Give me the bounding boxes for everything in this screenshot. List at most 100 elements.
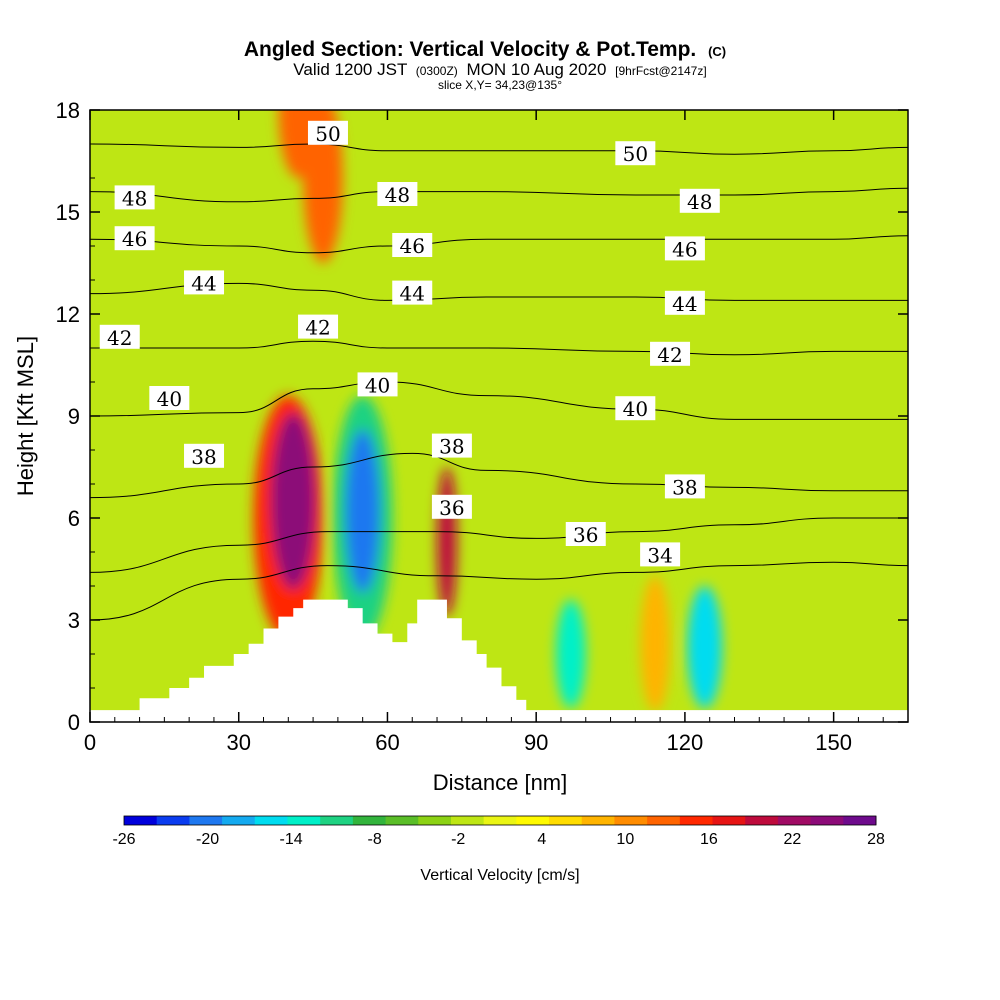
isentrope-label-text: 34 bbox=[647, 543, 672, 567]
isentrope-label: 42 bbox=[298, 314, 339, 340]
isentrope-label-text: 36 bbox=[573, 523, 598, 547]
isentrope-46 bbox=[90, 235, 908, 254]
colorbar-tick-label: 28 bbox=[867, 831, 885, 848]
isentrope-label: 48 bbox=[377, 182, 418, 207]
svg-text:Angled Section: Vertical Veloc: Angled Section: Vertical Velocity & Pot.… bbox=[244, 38, 726, 61]
x-tick-label: 30 bbox=[226, 730, 250, 755]
x-tick-label: 150 bbox=[815, 730, 852, 755]
colorbar-tick-label: 4 bbox=[537, 831, 546, 848]
colorbar-label: Vertical Velocity [cm/s] bbox=[420, 867, 579, 884]
isentrope-label-box bbox=[357, 372, 398, 397]
colorbar-swatch bbox=[156, 816, 190, 825]
colorbar-swatch bbox=[320, 816, 354, 825]
colorbar-swatch bbox=[418, 816, 452, 825]
isentrope-label: 38 bbox=[664, 474, 705, 499]
isentrope-label-box bbox=[392, 280, 433, 305]
y-tick-label: 3 bbox=[68, 608, 80, 633]
x-tick-label: 60 bbox=[375, 730, 399, 755]
colorbar: -26 -20 -14 -8 -2 4 10 16 22 28 bbox=[112, 815, 885, 848]
isentrope-42 bbox=[90, 340, 908, 356]
isentrope-label-text: 50 bbox=[623, 142, 648, 166]
isentrope-label-box bbox=[99, 324, 140, 349]
isentrope-label: 38 bbox=[431, 433, 472, 459]
x-tick-label: 90 bbox=[524, 730, 548, 755]
colorbar-tick-label: -2 bbox=[451, 831, 465, 848]
isentrope-label: 40 bbox=[149, 386, 190, 411]
colorbar-swatch bbox=[124, 816, 158, 825]
isentrope-40 bbox=[90, 381, 908, 420]
isentrope-label-box bbox=[184, 270, 225, 295]
isentrope-label: 48 bbox=[679, 188, 720, 214]
subtitle-valid: Valid 1200 JST bbox=[293, 60, 407, 79]
isentrope-label-box bbox=[392, 233, 433, 257]
isentrope-label-box bbox=[615, 141, 656, 166]
isentrope-label: 40 bbox=[615, 396, 656, 421]
svg-text:Valid 1200 JST (0300Z): Valid 1200 JST (0300Z) MON 10 Aug 2020 [… bbox=[293, 60, 706, 79]
isentrope-label: 48 bbox=[114, 185, 155, 210]
subtitle-date: MON 10 Aug 2020 bbox=[467, 60, 607, 79]
isentrope-label: 50 bbox=[615, 141, 656, 166]
isentrope-label-text: 44 bbox=[672, 292, 697, 316]
isentrope-label-box bbox=[307, 120, 348, 145]
subtitle-utc: (0300Z) bbox=[416, 64, 458, 78]
isentrope-label-box bbox=[650, 341, 691, 366]
velocity-cell bbox=[687, 586, 723, 709]
velocity-cell bbox=[640, 575, 671, 712]
isentrope-label-text: 40 bbox=[623, 397, 648, 421]
y-tick-label: 12 bbox=[56, 302, 80, 327]
colorbar-tick-label: 22 bbox=[784, 831, 802, 848]
isentrope-label-box bbox=[664, 290, 705, 315]
isentrope-50 bbox=[90, 143, 908, 155]
isentrope-label-text: 46 bbox=[400, 234, 425, 258]
isentrope-36 bbox=[90, 517, 908, 573]
isentrope-label-text: 50 bbox=[315, 122, 340, 146]
isentrope-label: 50 bbox=[307, 120, 348, 146]
isentrope-44 bbox=[90, 282, 908, 301]
isentrope-label-text: 46 bbox=[122, 227, 147, 251]
isentrope-label: 40 bbox=[357, 372, 398, 397]
colorbar-tick-label: -26 bbox=[112, 831, 135, 848]
isentrope-label: 42 bbox=[650, 341, 691, 367]
colorbar-swatch bbox=[712, 816, 746, 825]
colorbar-frame bbox=[123, 815, 877, 826]
isentrope-label-text: 44 bbox=[191, 271, 216, 295]
colorbar-tick-label: -14 bbox=[280, 831, 303, 848]
isentrope-label-box bbox=[298, 314, 339, 339]
plot-area: 50 50 48 48 48 46 46 46 44 44 44 42 42 42 40 40 40 38 38 38… bbox=[90, 110, 908, 722]
colorbar-tick-label: -8 bbox=[368, 831, 382, 848]
chart-title: Angled Section: Vertical Velocity & Pot.… bbox=[244, 38, 696, 61]
terrain bbox=[90, 599, 908, 722]
isentrope-label-text: 48 bbox=[385, 183, 410, 207]
velocity-cell bbox=[270, 412, 316, 590]
isentrope-label: 36 bbox=[565, 522, 606, 547]
colorbar-swatch bbox=[483, 816, 517, 825]
isentrope-label-text: 38 bbox=[672, 475, 697, 499]
isentrope-label-box bbox=[615, 396, 656, 421]
isentrope-label-text: 38 bbox=[439, 435, 464, 459]
y-tick-label: 15 bbox=[56, 200, 80, 225]
isentrope-label-box bbox=[149, 386, 190, 410]
colorbar-swatch bbox=[745, 816, 779, 825]
isentrope-label-box bbox=[377, 182, 418, 206]
colorbar-swatch bbox=[647, 816, 681, 825]
colorbar-swatch bbox=[516, 816, 550, 825]
isentrope-label-box bbox=[184, 443, 225, 468]
colorbar-swatch bbox=[810, 816, 844, 825]
velocity-cell bbox=[437, 467, 457, 617]
isentrope-label-text: 42 bbox=[107, 326, 132, 350]
isentrope-label-text: 40 bbox=[157, 387, 182, 411]
colorbar-tick-label: 16 bbox=[700, 831, 718, 848]
y-tick-label: 0 bbox=[68, 710, 80, 735]
isentrope-label: 44 bbox=[184, 270, 225, 295]
colorbar-swatch bbox=[352, 816, 387, 825]
isentrope-label-box bbox=[679, 188, 720, 213]
isentrope-label: 44 bbox=[664, 290, 705, 316]
isentrope-label-text: 44 bbox=[400, 282, 425, 306]
y-axis-label: Height [Kft MSL] bbox=[13, 336, 38, 496]
isentrope-label-text: 38 bbox=[191, 445, 216, 469]
isentrope-label-box bbox=[114, 226, 155, 251]
colorbar-swatch bbox=[450, 816, 485, 825]
colorbar-tick-label: 10 bbox=[616, 831, 634, 848]
isentrope-label: 42 bbox=[99, 324, 140, 350]
